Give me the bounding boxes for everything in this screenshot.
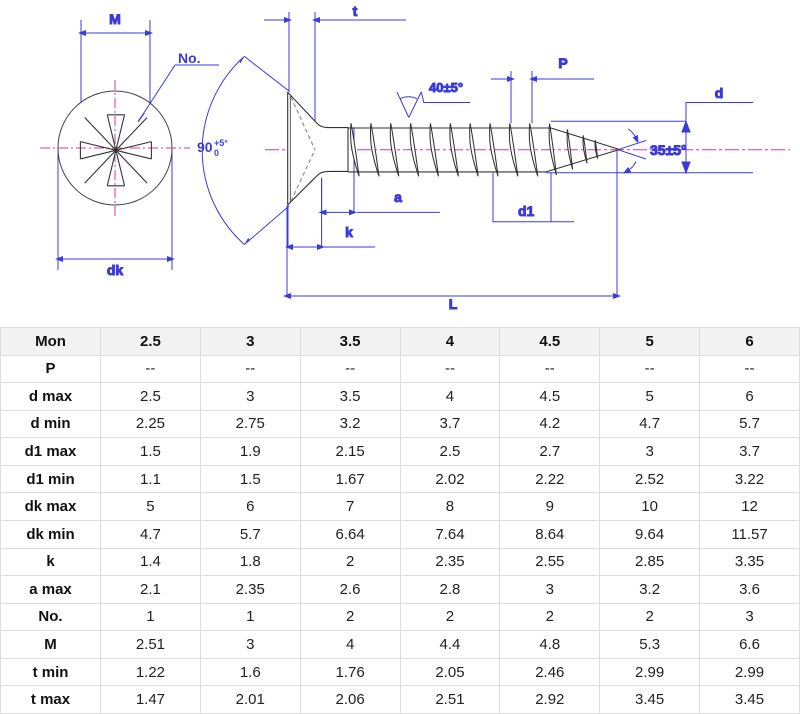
svg-text:a: a [394,189,402,205]
svg-text:t: t [353,3,358,19]
svg-text:0: 0 [214,148,219,158]
svg-text:M: M [109,11,121,27]
svg-text:L: L [449,296,458,312]
svg-text:dk: dk [107,262,124,278]
svg-text:40±5°: 40±5° [429,80,463,95]
svg-text:P: P [558,55,567,71]
svg-text:90: 90 [197,139,213,155]
svg-text:d: d [715,85,724,101]
svg-text:+5°: +5° [214,138,228,148]
svg-text:k: k [345,224,353,240]
svg-text:No.: No. [178,50,201,66]
svg-text:35±5°: 35±5° [650,142,687,158]
svg-text:d1: d1 [518,203,535,219]
